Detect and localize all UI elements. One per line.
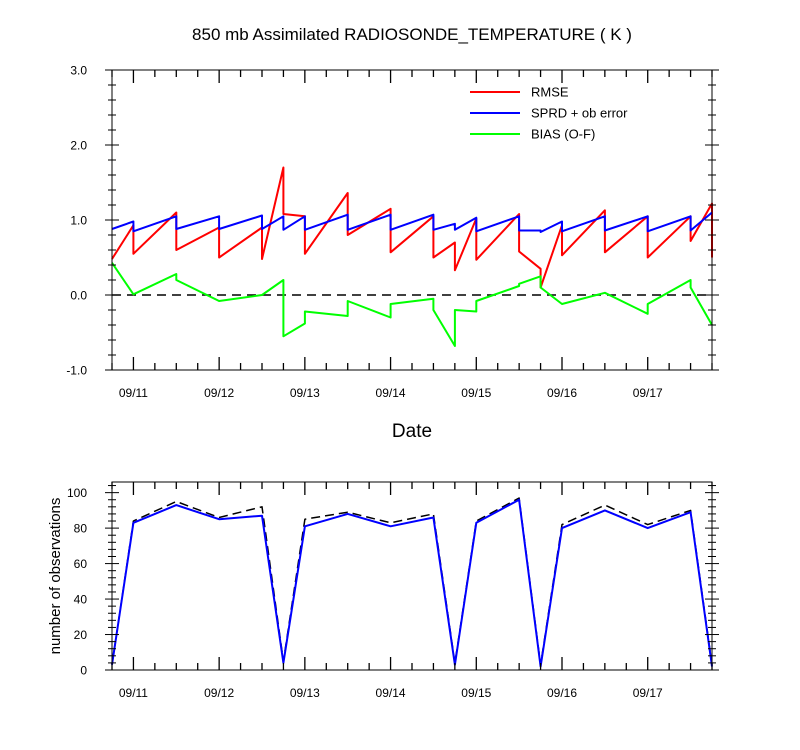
x-tick-label: 09/16: [547, 686, 577, 700]
x-tick-label: 09/12: [204, 686, 234, 700]
obs-line-possible: [111, 497, 713, 666]
top-legend: RMSE SPRD + ob error BIAS (O-F): [470, 85, 628, 142]
x-tick-label: 09/16: [547, 386, 577, 400]
x-tick-label: 09/15: [461, 686, 491, 700]
x-tick-label: 09/15: [461, 386, 491, 400]
chart-title: 850 mb Assimilated RADIOSONDE_TEMPERATUR…: [192, 25, 632, 44]
series-line-bias-o-f: [111, 262, 713, 347]
y-tick-label: 1.0: [70, 214, 87, 228]
top-axes: -1.0 0.0 1.0 2.0 3.0 09/11 09/12 09/13 09/14 09/1…: [66, 64, 719, 400]
x-tick-label: 09/13: [290, 386, 320, 400]
legend-label: RMSE: [531, 85, 569, 100]
y-tick-label: -1.0: [66, 364, 87, 378]
top-series-group: [111, 166, 713, 347]
series-line-rmse: [111, 166, 713, 289]
y-tick-label: 2.0: [70, 139, 87, 153]
y-tick-label: 0.0: [70, 289, 87, 303]
y-tick-label: 60: [74, 557, 88, 571]
legend-label: SPRD + ob error: [531, 106, 628, 121]
top-chart: -1.0 0.0 1.0 2.0 3.0 09/11 09/12 09/13 09/14 09/1…: [66, 64, 719, 400]
x-tick-label: 09/12: [204, 386, 234, 400]
bottom-plot-frame: [111, 481, 713, 671]
y-tick-label: 0: [80, 664, 87, 678]
x-tick-label: 09/17: [633, 386, 663, 400]
x-tick-label: 09/17: [633, 686, 663, 700]
x-tick-label: 09/14: [376, 686, 406, 700]
obs-line-assimilated: [111, 498, 713, 668]
x-tick-label: 09/13: [290, 686, 320, 700]
series-line-sprd-ob-error: [111, 211, 713, 233]
bottom-chart: 0 20 40 60 80 100 09/11 09/12 09/13 09/14 09/15 09/…: [67, 481, 719, 700]
y-tick-label: 20: [74, 628, 88, 642]
y-tick-label: 100: [67, 486, 87, 500]
legend-label: BIAS (O-F): [531, 127, 595, 142]
y-tick-label: 40: [74, 593, 88, 607]
x-axis-title: Date: [392, 421, 432, 442]
x-tick-label: 09/14: [376, 386, 406, 400]
bottom-y-axis-title: number of observations: [47, 498, 64, 655]
y-tick-label: 80: [74, 522, 88, 536]
bottom-axes: 0 20 40 60 80 100 09/11 09/12 09/13 09/14 09/15 09/…: [67, 482, 719, 700]
y-tick-label: 3.0: [70, 64, 87, 78]
bottom-series-group: [111, 497, 713, 668]
x-tick-label: 09/11: [119, 686, 148, 700]
x-tick-label: 09/11: [119, 386, 148, 400]
